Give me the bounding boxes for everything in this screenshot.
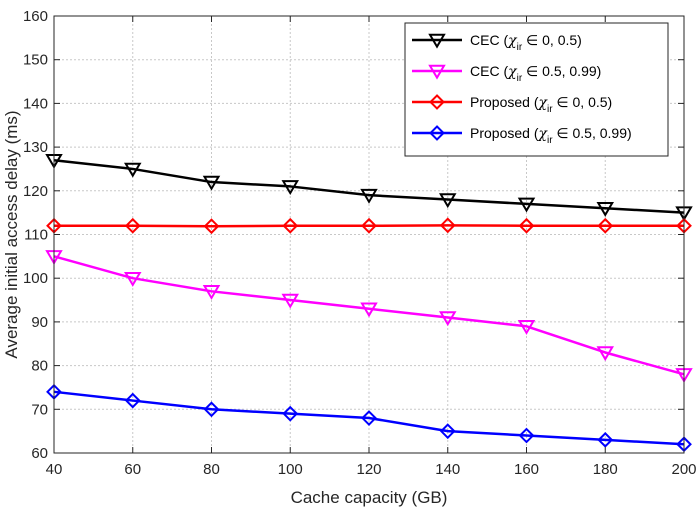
legend-entry-1: CEC (χir ∈ 0, 0.5) [412,32,582,53]
legend-range: ∈ 0, 0.5) [553,94,613,110]
data-point-marker [518,217,535,234]
legend: CEC (χir ∈ 0, 0.5)CEC (χir ∈ 0.5, 0.99)P… [404,22,669,157]
y-tick-label: 80 [31,358,48,375]
x-tick-label: 200 [671,461,696,478]
legend-label: CEC (χir ∈ 0, 0.5) [470,32,582,53]
data-point-marker [517,320,536,335]
legend-label: Proposed (χir ∈ 0, 0.5) [470,94,612,115]
data-point-marker [282,405,299,422]
legend-label: CEC (χir ∈ 0.5, 0.99) [470,63,601,84]
series-1 [45,153,693,222]
legend-entry-3: Proposed (χir ∈ 0, 0.5) [412,94,612,115]
y-axis-label: Average initial access delay (ms) [2,110,21,358]
series-line [53,255,685,376]
legend-label: Proposed (χir ∈ 0.5, 0.99) [470,125,632,146]
legend-range: ∈ 0.5, 0.99) [522,63,601,79]
legend-chi-symbol: χ [537,95,548,111]
data-point-marker [360,302,378,318]
y-tick-label: 70 [31,401,48,418]
x-axis-ticks: 40 60 80 100 120 140 160 180 200 [46,16,697,478]
legend-marker [429,94,445,110]
data-point-marker [518,427,535,444]
data-point-marker [202,175,221,191]
data-point-marker [203,218,220,235]
data-point-marker [361,217,377,234]
legend-subscript: ir [517,73,523,84]
series-line [53,158,685,214]
data-point-marker [597,217,614,234]
data-point-marker [124,217,141,234]
legend-chi-symbol: χ [507,33,518,49]
data-point-marker [517,197,536,213]
x-tick-label: 80 [203,461,220,478]
legend-subscript: ir [517,42,523,53]
legend-entry-4: Proposed (χir ∈ 0.5, 0.99) [412,125,632,146]
data-point-marker [282,217,299,234]
data-point-marker [203,401,220,418]
data-point-marker [439,193,457,209]
y-tick-label: 90 [31,314,48,331]
y-axis-ticks: 60 70 80 90 100 110 120 130 140 150 160 [23,8,684,462]
x-axis-label: Cache capacity (GB) [291,488,448,507]
legend-chi-symbol: χ [507,64,518,80]
y-tick-label: 60 [31,445,48,462]
data-point-marker [439,423,456,440]
y-tick-label: 150 [23,52,48,69]
x-tick-label: 140 [435,461,460,478]
legend-series-name: CEC ( [470,32,508,48]
legend-range: ∈ 0, 0.5) [522,32,582,48]
legend-marker [429,125,445,141]
y-tick-label: 160 [23,8,48,25]
data-point-marker [124,392,141,409]
data-point-marker [596,202,614,217]
y-tick-label: 110 [24,227,48,244]
y-tick-label: 120 [23,183,48,200]
data-point-marker [597,431,614,448]
legend-chi-symbol: χ [537,126,548,142]
legend-series-name: CEC ( [470,63,508,79]
legend-range: ∈ 0.5, 0.99) [553,125,632,141]
x-tick-label: 120 [356,461,381,478]
data-point-marker [202,285,221,300]
data-point-marker [360,188,378,204]
legend-series-name: Proposed ( [470,125,539,141]
y-tick-label: 140 [23,95,48,112]
legend-marker [428,33,446,49]
data-point-marker [596,346,614,362]
series-line [53,390,685,446]
series-line [54,224,684,228]
data-point-marker [439,217,456,234]
series-3 [46,217,692,235]
legend-entry-2: CEC (χir ∈ 0.5, 0.99) [412,63,601,84]
data-point-marker [281,180,299,196]
x-tick-label: 60 [124,461,141,478]
legend-subscript: ir [547,135,553,146]
x-tick-label: 40 [46,461,63,478]
data-point-marker [361,410,377,426]
legend-marker [428,64,446,80]
data-point-marker [439,311,457,327]
data-point-marker [281,293,299,309]
x-tick-label: 100 [278,461,303,478]
x-tick-label: 180 [593,461,618,478]
x-tick-label: 160 [514,461,539,478]
legend-subscript: ir [547,104,553,115]
data-point-marker [124,271,142,287]
legend-series-name: Proposed ( [470,94,539,110]
y-tick-label: 130 [23,139,48,156]
data-point-marker [124,162,142,178]
series-2 [45,250,693,383]
y-tick-label: 100 [23,270,48,287]
series-layer [45,153,693,453]
